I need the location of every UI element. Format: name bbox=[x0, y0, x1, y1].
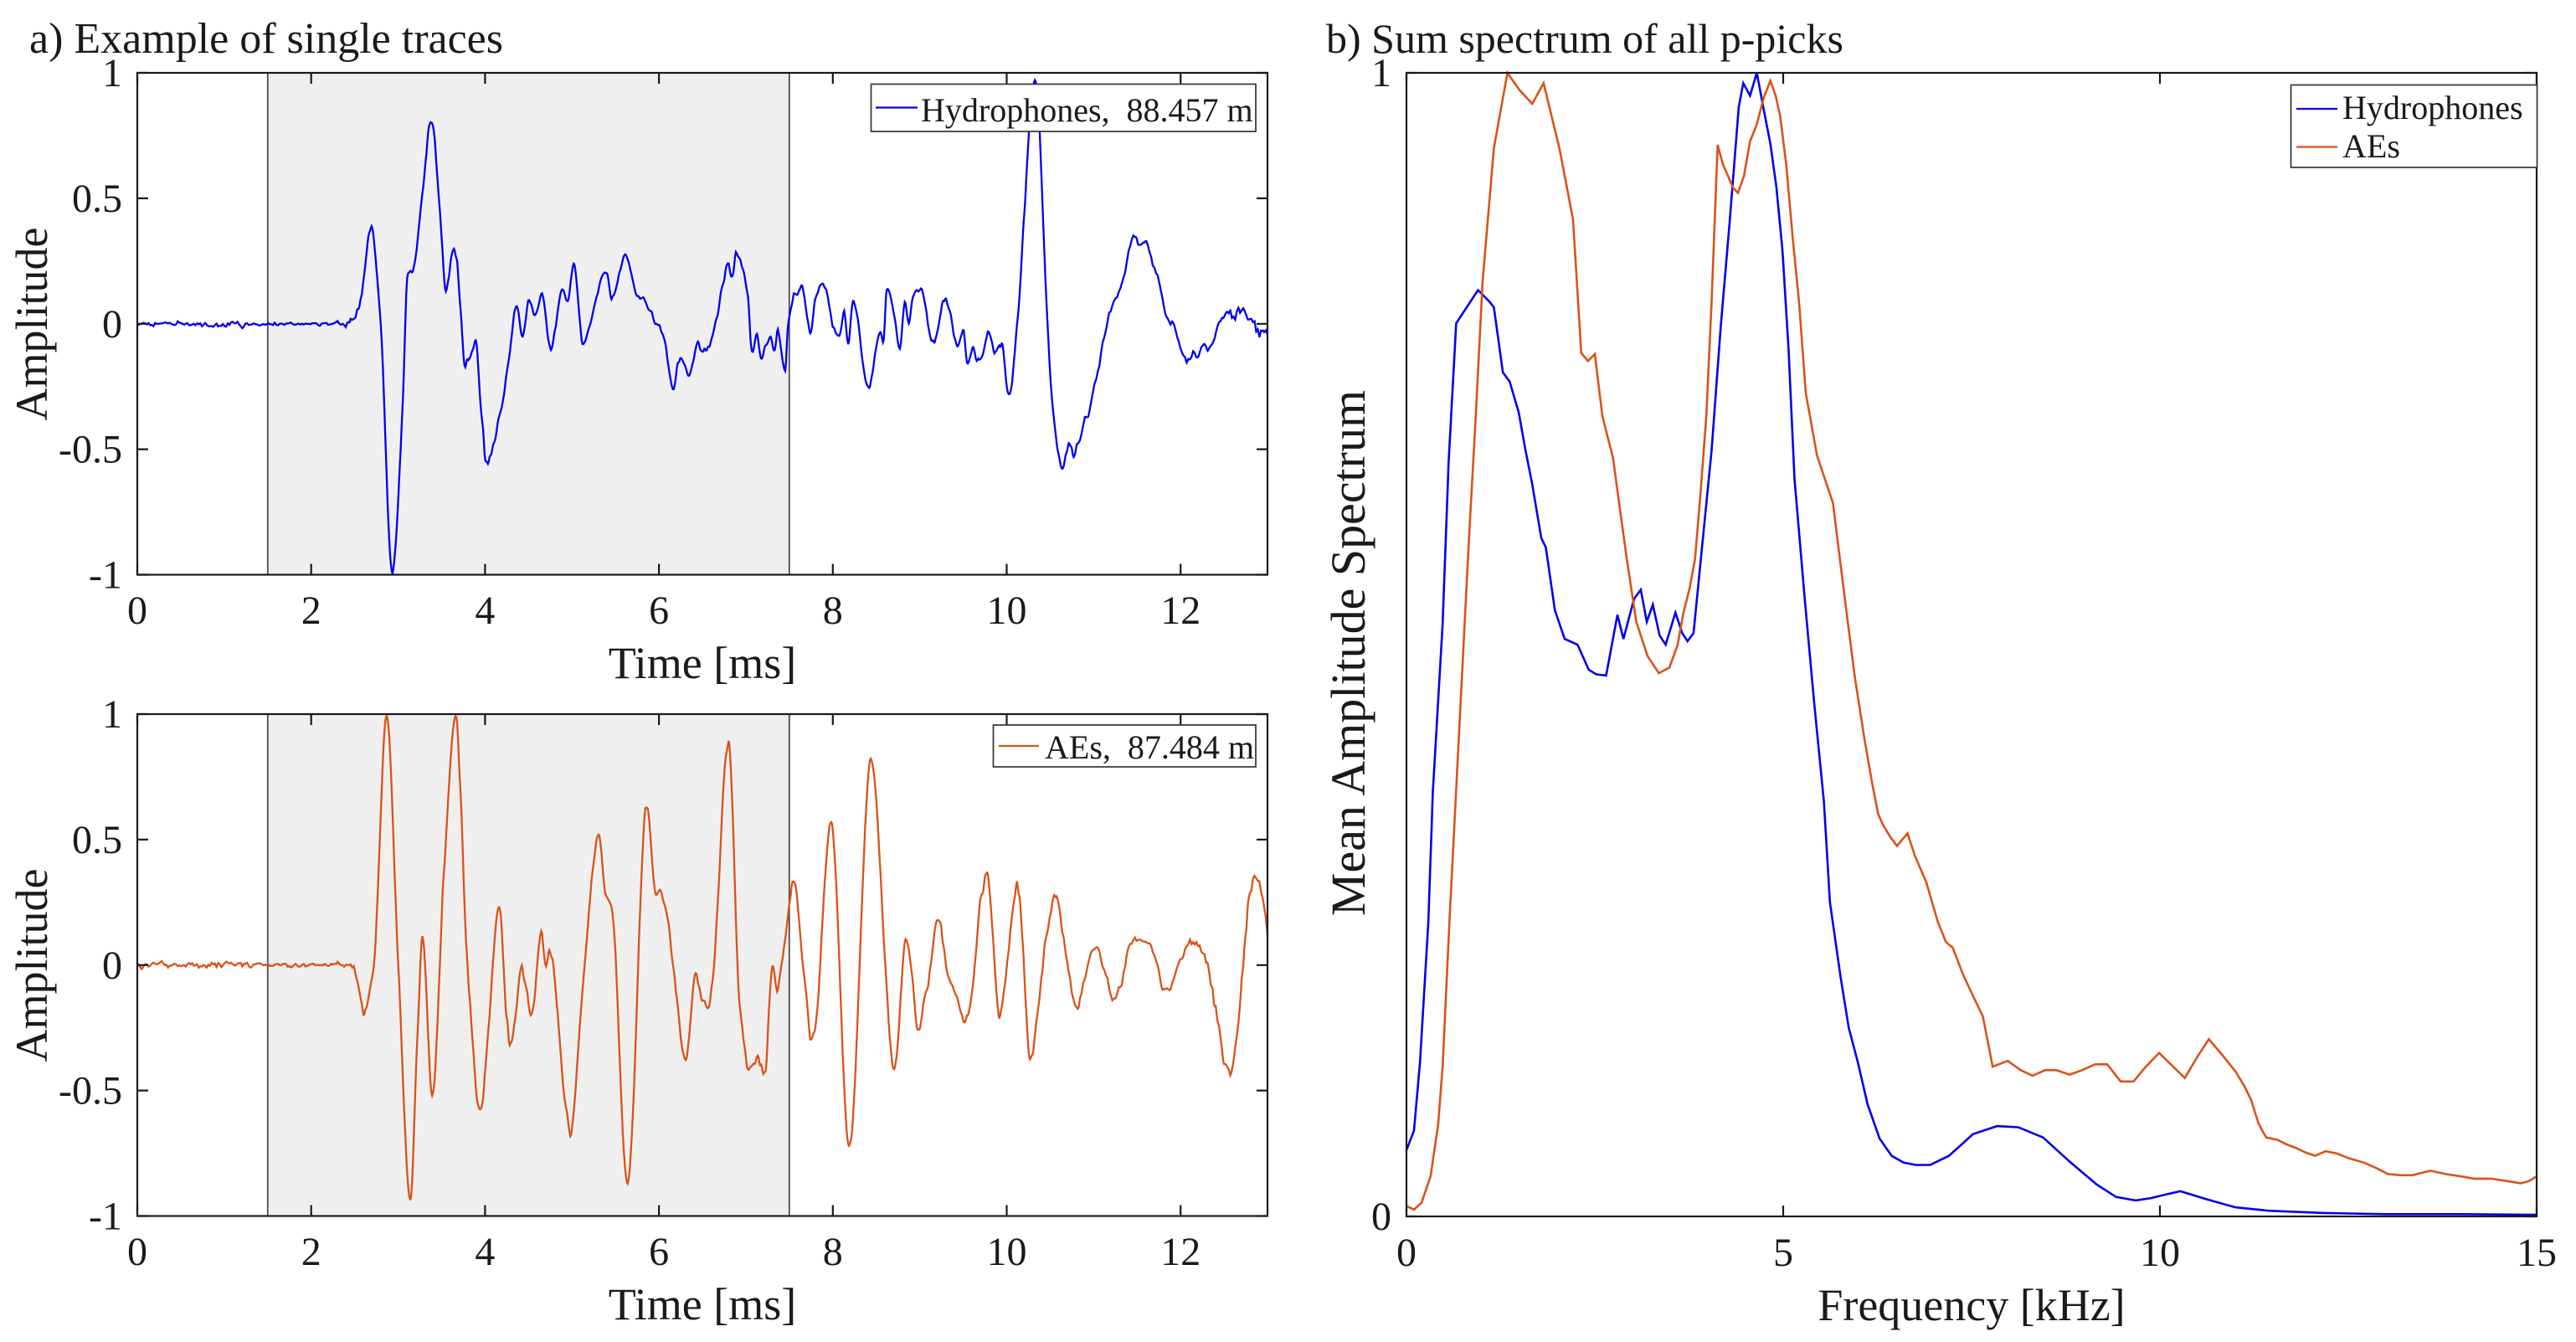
svg-text:-0.5: -0.5 bbox=[59, 428, 122, 472]
svg-text:10: 10 bbox=[987, 589, 1027, 633]
svg-text:4: 4 bbox=[475, 1230, 495, 1274]
svg-text:Time [ms]: Time [ms] bbox=[609, 1279, 797, 1329]
svg-text:6: 6 bbox=[649, 1230, 669, 1274]
svg-text:-0.5: -0.5 bbox=[59, 1069, 122, 1113]
svg-text:Hydrophones: Hydrophones bbox=[2342, 89, 2523, 126]
svg-text:Amplitude: Amplitude bbox=[7, 869, 57, 1062]
svg-text:-1: -1 bbox=[89, 553, 122, 598]
svg-text:1: 1 bbox=[102, 51, 122, 95]
svg-text:2: 2 bbox=[301, 1230, 321, 1274]
svg-text:0: 0 bbox=[127, 589, 147, 633]
svg-text:12: 12 bbox=[1160, 589, 1201, 633]
svg-text:-1: -1 bbox=[89, 1195, 122, 1239]
svg-text:a) Example of single traces: a) Example of single traces bbox=[29, 15, 503, 63]
svg-text:0: 0 bbox=[1371, 1195, 1391, 1239]
svg-text:0: 0 bbox=[102, 944, 122, 988]
svg-text:AEs: AEs bbox=[2342, 127, 2400, 165]
svg-text:12: 12 bbox=[1160, 1230, 1201, 1274]
svg-text:10: 10 bbox=[2140, 1231, 2180, 1275]
svg-text:1: 1 bbox=[102, 692, 122, 737]
svg-text:Amplitude: Amplitude bbox=[7, 228, 57, 421]
svg-text:AEs, 87.484 m: AEs, 87.484 m bbox=[1045, 728, 1254, 766]
svg-text:0: 0 bbox=[1396, 1231, 1417, 1275]
svg-text:b) Sum spectrum of all p-picks: b) Sum spectrum of all p-picks bbox=[1326, 15, 1843, 62]
svg-text:8: 8 bbox=[823, 1230, 843, 1274]
svg-text:0: 0 bbox=[102, 302, 122, 347]
svg-text:8: 8 bbox=[823, 589, 843, 633]
svg-text:10: 10 bbox=[987, 1230, 1027, 1274]
svg-text:0.5: 0.5 bbox=[72, 818, 122, 862]
svg-text:6: 6 bbox=[649, 589, 669, 633]
svg-text:0.5: 0.5 bbox=[72, 177, 122, 221]
svg-text:15: 15 bbox=[2517, 1231, 2557, 1275]
svg-text:2: 2 bbox=[301, 589, 321, 633]
svg-text:Time [ms]: Time [ms] bbox=[609, 638, 797, 688]
svg-text:1: 1 bbox=[1371, 51, 1391, 95]
svg-text:Mean Amplitude Spectrum: Mean Amplitude Spectrum bbox=[1321, 390, 1375, 916]
svg-text:Hydrophones, 88.457 m: Hydrophones, 88.457 m bbox=[921, 91, 1253, 129]
svg-text:Frequency [kHz]: Frequency [kHz] bbox=[1818, 1280, 2125, 1330]
svg-text:4: 4 bbox=[475, 589, 495, 633]
svg-text:5: 5 bbox=[1773, 1231, 1793, 1275]
svg-text:0: 0 bbox=[127, 1230, 147, 1274]
